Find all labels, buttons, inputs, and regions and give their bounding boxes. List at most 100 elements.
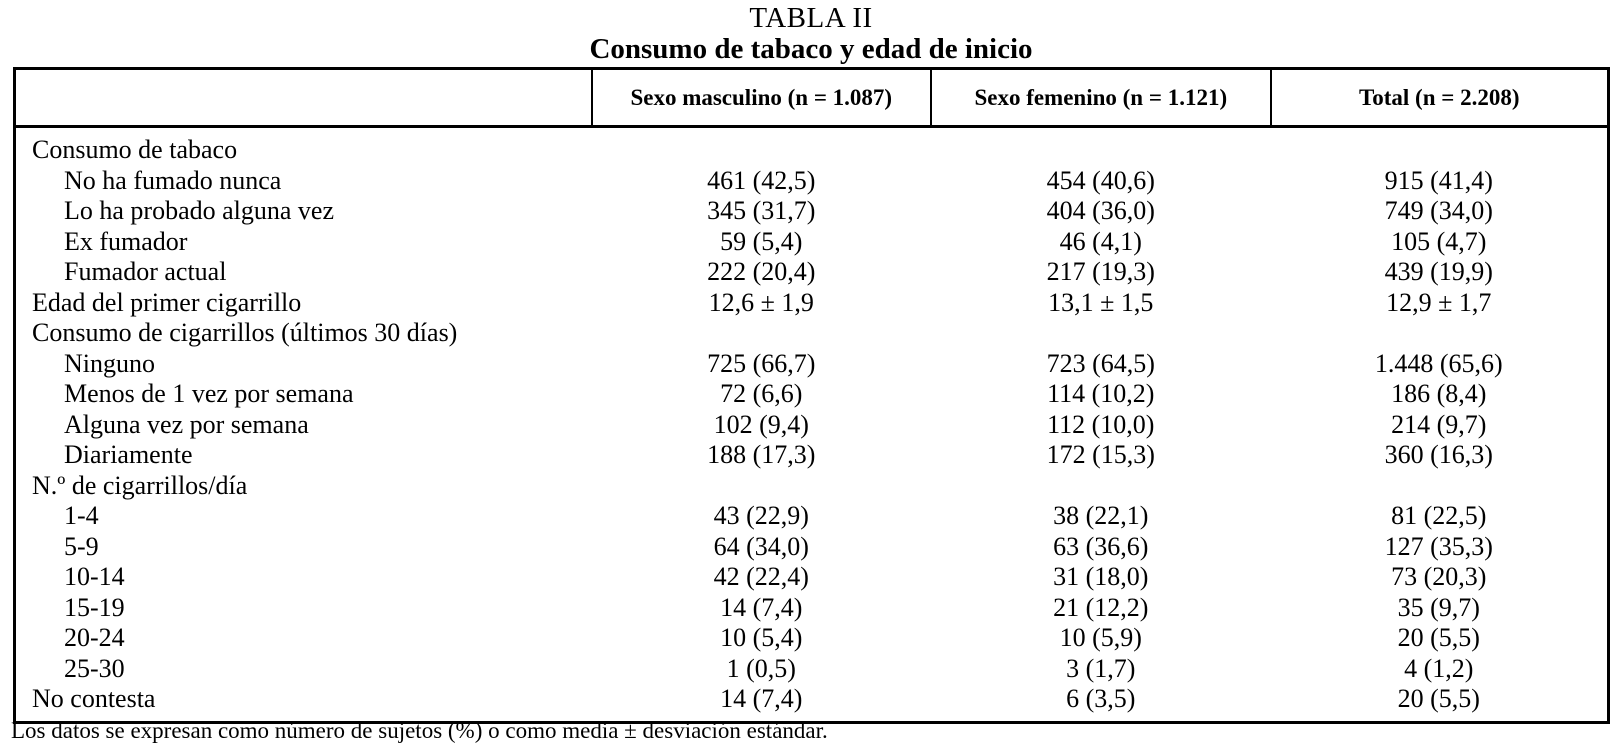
row-label: 5-9: [64, 531, 99, 561]
cell-total: 20 (5,5): [1397, 684, 1480, 713]
row-label: Menos de 1 vez por semana: [64, 379, 354, 408]
cell-total: 35 (9,7): [1397, 592, 1480, 622]
table-row: No contesta 14 (7,4) 6 (3,5) 20 (5,5): [15, 684, 1609, 722]
cell-male: [592, 127, 932, 166]
cell-male: 1 (0,5): [726, 653, 796, 683]
row-label: 1-4: [64, 501, 99, 530]
table-row: Ex fumador 59 (5,4) 46 (4,1) 105 (4,7): [15, 227, 1609, 258]
cell-total: 915 (41,4): [1384, 165, 1493, 195]
row-label: Consumo de cigarrillos (últimos 30 días): [32, 318, 458, 347]
cell-female: 112 (10,0): [1047, 409, 1155, 439]
cell-total: 360 (16,3): [1384, 440, 1493, 469]
cell-total: 127 (35,3): [1384, 531, 1493, 561]
cell-total: 1.448 (65,6): [1374, 348, 1503, 378]
column-header-female: Sexo femenino (n = 1.121): [930, 68, 1271, 128]
table-row: Consumo de tabaco: [15, 127, 1609, 166]
cell-female: 404 (36,0): [1046, 196, 1155, 225]
cell-male: 42 (22,4): [713, 562, 809, 591]
cell-male: [592, 471, 932, 502]
cell-female: 10 (5,9): [1059, 623, 1142, 652]
row-label: 20-24: [64, 623, 125, 652]
table-row: Lo ha probado alguna vez 345 (31,7) 404 (3…: [15, 196, 1609, 227]
cell-male: 461 (42,5): [707, 165, 816, 195]
page-subtitle: Consumo de tabaco y edad de inicio: [589, 32, 1033, 65]
table-row: Diariamente 188 (17,3) 172 (15,3) 360 (16,3…: [15, 440, 1609, 471]
cell-female: 21 (12,2): [1053, 592, 1149, 622]
cell-female: 217 (19,3): [1046, 257, 1155, 286]
table-caption: TABLA II Consumo de tabaco y edad de ini…: [0, 0, 1622, 64]
table-row: 5-9 64 (34,0) 63 (36,6) 127 (35,3): [15, 532, 1609, 563]
table-row: Ninguno 725 (66,7) 723 (64,5) 1.448 (65,6): [15, 349, 1609, 380]
data-table: Sexo masculino (n = 1.087) Sexo femenino…: [13, 67, 1610, 724]
cell-male: 64 (34,0): [713, 531, 809, 561]
column-header-male: Sexo masculino (n = 1.087): [590, 68, 932, 128]
cell-male: [592, 318, 932, 349]
row-label: Ex fumador: [64, 226, 188, 256]
cell-male: 14 (7,4): [720, 684, 803, 713]
cell-female: 46 (4,1): [1059, 226, 1142, 256]
table-row: Edad del primer cigarrillo 12,6 ± 1,9 13,1…: [15, 288, 1609, 319]
cell-female: 13,1 ± 1,5: [1048, 287, 1154, 317]
cell-male: 345 (31,7): [707, 196, 816, 225]
row-label: Diariamente: [64, 440, 193, 469]
table-row: Alguna vez por semana 102 (9,4) 112 (10,0)…: [15, 410, 1609, 441]
cell-male: 14 (7,4): [720, 592, 803, 622]
cell-male: 725 (66,7): [707, 348, 816, 378]
column-header-empty: [14, 68, 592, 128]
cell-male: 72 (6,6): [720, 379, 803, 408]
cell-female: 454 (40,6): [1046, 165, 1155, 195]
row-label: 15-19: [64, 592, 125, 622]
cell-total: 749 (34,0): [1384, 196, 1493, 225]
cell-female: 172 (15,3): [1046, 440, 1155, 469]
row-label: Fumador actual: [64, 257, 227, 286]
cell-total: [1271, 471, 1609, 502]
cell-female: [931, 318, 1271, 349]
row-label: Consumo de tabaco: [32, 135, 238, 164]
cell-total: 214 (9,7): [1391, 409, 1487, 439]
row-label: 10-14: [64, 562, 125, 591]
cell-female: 114 (10,2): [1047, 379, 1155, 408]
row-label: No contesta: [32, 684, 156, 713]
column-header-total: Total (n = 2.208): [1269, 68, 1609, 128]
table-row: Menos de 1 vez por semana 72 (6,6) 114 (10…: [15, 379, 1609, 410]
cell-male: 222 (20,4): [707, 257, 816, 286]
cell-male: 10 (5,4): [720, 623, 803, 652]
cell-female: 63 (36,6): [1053, 531, 1149, 561]
cell-male: 43 (22,9): [713, 501, 809, 530]
table-row: Fumador actual 222 (20,4) 217 (19,3) 439 (1…: [15, 257, 1609, 288]
cell-male: 59 (5,4): [720, 226, 803, 256]
table-row: 25-30 1 (0,5) 3 (1,7) 4 (1,2): [15, 654, 1609, 685]
cell-total: 439 (19,9): [1384, 257, 1493, 286]
cell-female: 723 (64,5): [1046, 348, 1155, 378]
cell-female: [931, 127, 1271, 166]
cell-female: 38 (22,1): [1053, 501, 1149, 530]
table-header: Sexo masculino (n = 1.087) Sexo femenino…: [14, 68, 1609, 128]
cell-female: 6 (3,5): [1066, 684, 1136, 713]
cell-male: 188 (17,3): [707, 440, 816, 469]
cell-total: [1271, 318, 1609, 349]
cell-total: [1271, 127, 1609, 166]
table-row: 10-14 42 (22,4) 31 (18,0) 73 (20,3): [15, 562, 1609, 593]
table-row: 15-19 14 (7,4) 21 (12,2) 35 (9,7): [15, 593, 1609, 624]
row-label: Lo ha probado alguna vez: [64, 196, 335, 225]
footnote: Los datos se expresan como número de suj…: [11, 718, 828, 743]
cell-female: 31 (18,0): [1053, 562, 1149, 591]
cell-total: 73 (20,3): [1391, 562, 1487, 591]
table-row: N.º de cigarrillos/día: [15, 471, 1609, 502]
row-label: No ha fumado nunca: [64, 165, 282, 195]
row-label: Edad del primer cigarrillo: [32, 287, 302, 317]
table-row: 20-24 10 (5,4) 10 (5,9) 20 (5,5): [15, 623, 1609, 654]
row-label: 25-30: [64, 653, 125, 683]
cell-total: 81 (22,5): [1391, 501, 1487, 530]
cell-total: 186 (8,4): [1391, 379, 1487, 408]
cell-total: 12,9 ± 1,7: [1386, 287, 1492, 317]
cell-total: 4 (1,2): [1404, 653, 1474, 683]
table-row: 1-4 43 (22,9) 38 (22,1) 81 (22,5): [15, 501, 1609, 532]
cell-total: 105 (4,7): [1391, 226, 1487, 256]
row-label: Alguna vez por semana: [64, 409, 309, 439]
page-title: TABLA II: [749, 2, 873, 34]
row-label: Ninguno: [64, 348, 155, 378]
cell-female: [931, 471, 1271, 502]
header-row: Sexo masculino (n = 1.087) Sexo femenino…: [14, 68, 1609, 128]
